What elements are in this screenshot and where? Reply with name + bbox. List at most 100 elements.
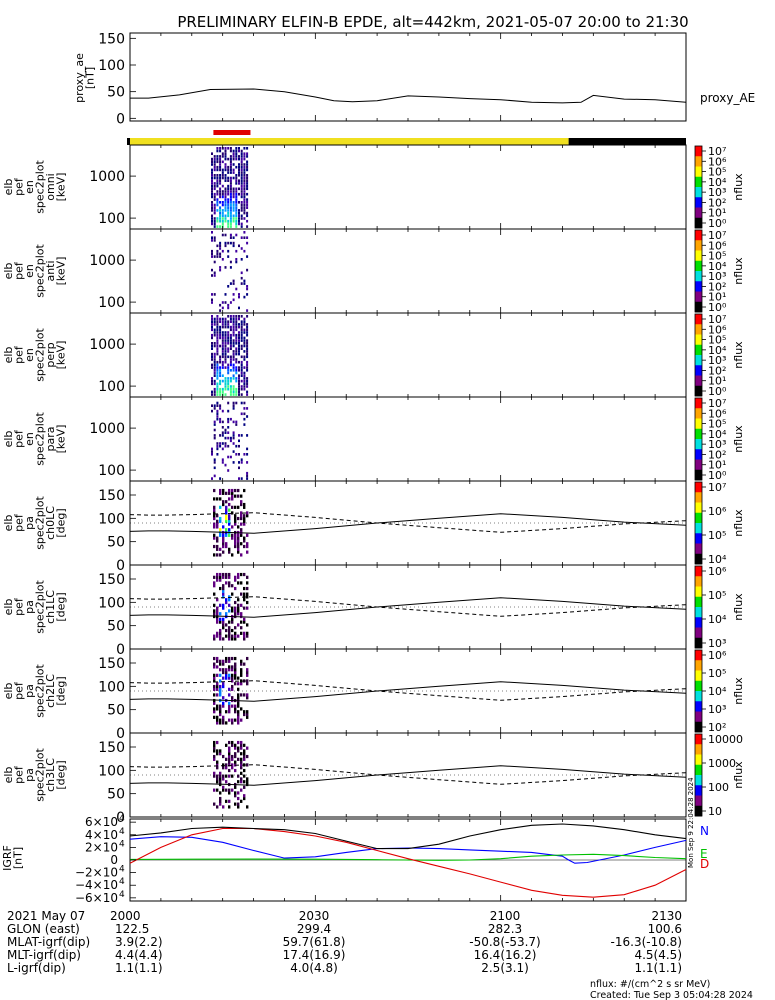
spectrogram-pixel — [211, 377, 213, 380]
spectrogram-pixel — [229, 260, 232, 264]
spectrogram-pixel — [221, 366, 224, 369]
spectrogram-pixel — [229, 363, 232, 367]
panel-frame — [129, 312, 687, 398]
pa-pixel — [246, 581, 249, 585]
spectrogram-pixel — [246, 447, 249, 451]
pa-pixel — [228, 752, 231, 756]
pa-pixel — [222, 488, 225, 493]
pa-pixel — [219, 668, 222, 672]
spectrogram-pixel — [243, 163, 246, 166]
spectrogram-pixel — [243, 279, 246, 283]
y-axis-label-line: pef — [12, 681, 25, 700]
spectrogram-pixel — [211, 168, 213, 172]
spectrogram-pixel — [224, 360, 227, 364]
pa-pixel — [216, 715, 219, 719]
spectrogram-pixel — [227, 184, 230, 188]
pa-pixel — [222, 668, 225, 672]
pa-pixel — [243, 519, 246, 523]
colorbar-label: nflux — [732, 677, 745, 705]
spectrogram-pixel — [240, 217, 243, 220]
spectrogram-pixel — [216, 325, 219, 329]
spectrogram-pixel — [235, 192, 238, 196]
spectrogram-pixel — [238, 168, 240, 172]
spectrogram-pixel — [238, 434, 240, 437]
spectrogram-pixel — [240, 347, 243, 350]
y-axis-label-line: [nT] — [83, 67, 96, 89]
igrf-d-line — [129, 827, 687, 898]
spectrogram-pixel — [235, 379, 238, 383]
spectrogram-pixel — [221, 233, 224, 237]
spectrogram-pixel — [224, 444, 227, 448]
pa-pixel — [240, 780, 243, 784]
pa-pixel — [216, 766, 219, 770]
spectrogram-pixel — [243, 211, 246, 215]
spectrogram-pixel — [229, 168, 232, 172]
pa-pixel — [213, 757, 216, 761]
spectrogram-pixel — [232, 434, 235, 437]
pa-pixel — [243, 620, 246, 624]
colorbar-tick-label: 10³ — [708, 703, 726, 716]
spectrogram-pixel — [238, 163, 240, 166]
spectrogram-pixel — [224, 266, 227, 269]
pa-pixel — [213, 536, 216, 540]
spectrogram-pixel — [238, 393, 240, 396]
pa-pixel — [228, 581, 231, 585]
pa-pixel — [240, 799, 243, 803]
pa-pixel — [216, 634, 219, 638]
spectrogram-pixel — [213, 320, 216, 323]
spectrogram-pixel — [224, 293, 227, 296]
spectrogram-pixel — [213, 260, 216, 264]
spectrogram-pixel — [229, 328, 232, 332]
pa-pixel — [234, 682, 237, 686]
y-axis-label-line: anti — [44, 260, 57, 281]
spectrogram-pixel — [246, 407, 249, 410]
spectrogram-pixel — [219, 336, 222, 340]
spectrogram-pixel — [246, 174, 249, 177]
pa-pixel — [219, 533, 222, 537]
spectrogram-pixel — [213, 369, 216, 372]
pa-pixel — [246, 679, 249, 683]
pa-pixel — [222, 777, 225, 781]
colorbar-label: nflux — [732, 341, 745, 369]
pa-pixel — [240, 514, 243, 518]
pa-pixel — [222, 659, 225, 663]
pa-pixel — [225, 491, 228, 495]
y-axis-label-line: en — [23, 180, 36, 194]
spectrogram-pixel — [227, 417, 230, 421]
spectrogram-pixel — [213, 274, 216, 277]
pa-pixel — [213, 514, 216, 518]
x-tick-label: 2100 — [490, 909, 521, 923]
spectrogram-pixel — [235, 287, 238, 291]
colorbar-segment — [695, 166, 702, 178]
colorbar-segment — [695, 650, 702, 661]
spectrogram-pixel — [221, 409, 224, 413]
colorbar-segment — [695, 439, 702, 450]
igrf-total-line — [129, 823, 687, 850]
y-tick-label: 50 — [107, 619, 125, 635]
y-tick-label: 100 — [98, 595, 125, 611]
colorbar-segment — [695, 764, 702, 776]
colorbar-title: nflux — [732, 761, 745, 789]
spectrogram-pixel — [240, 477, 243, 480]
spectrogram-pixel — [246, 163, 249, 166]
spectrogram-pixel — [232, 385, 235, 388]
pa-pixel — [222, 670, 225, 675]
spectrogram-pixel — [219, 176, 222, 180]
colorbar-tick-label: 10⁷ — [708, 397, 726, 410]
colorbar-segment — [695, 146, 702, 157]
spectrogram-pixel — [211, 231, 213, 234]
y-axis-label-line: pef — [12, 261, 25, 280]
pa-pixel — [222, 589, 225, 593]
colorbar-tick-label: 10⁷ — [708, 229, 726, 242]
x-tick-label: 2130 — [651, 909, 682, 923]
spectrogram-pixel — [211, 293, 213, 296]
spectrogram-pixel — [246, 453, 249, 456]
spectrogram-pixel — [227, 436, 230, 440]
spectrogram-pixel — [246, 434, 249, 437]
pa-pixel — [225, 743, 228, 747]
pa-pixel — [240, 542, 243, 546]
pa-pixel — [243, 514, 246, 518]
